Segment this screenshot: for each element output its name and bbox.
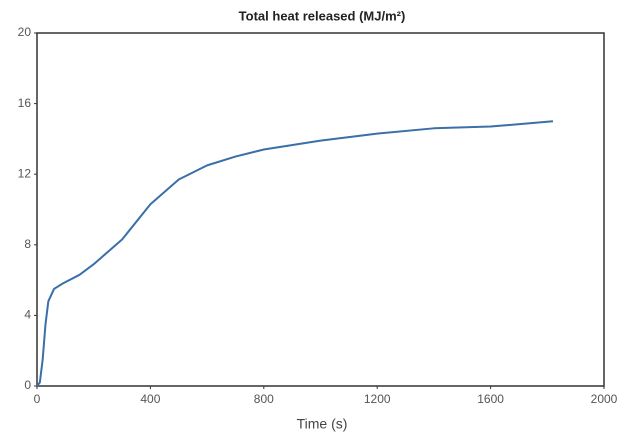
x-tick-label: 1200 (364, 392, 391, 406)
plot-frame (36, 32, 605, 387)
y-tick-label: 16 (18, 96, 32, 110)
y-tick-label: 8 (24, 237, 31, 251)
x-tick-label: 400 (140, 392, 160, 406)
chart-title: Total heat released (MJ/m²) (239, 8, 406, 23)
x-tick-label: 0 (34, 392, 41, 406)
data-line (36, 120, 554, 387)
x-tick-label: 2000 (591, 392, 618, 406)
x-tick-label: 1600 (477, 392, 504, 406)
y-tick-label: 12 (18, 166, 32, 180)
y-tick-label: 4 (24, 308, 31, 322)
y-tick-label: 20 (18, 25, 32, 39)
x-tick-label: 800 (254, 392, 274, 406)
x-axis-label: Time (s) (297, 416, 348, 432)
y-tick-label: 0 (24, 378, 31, 392)
